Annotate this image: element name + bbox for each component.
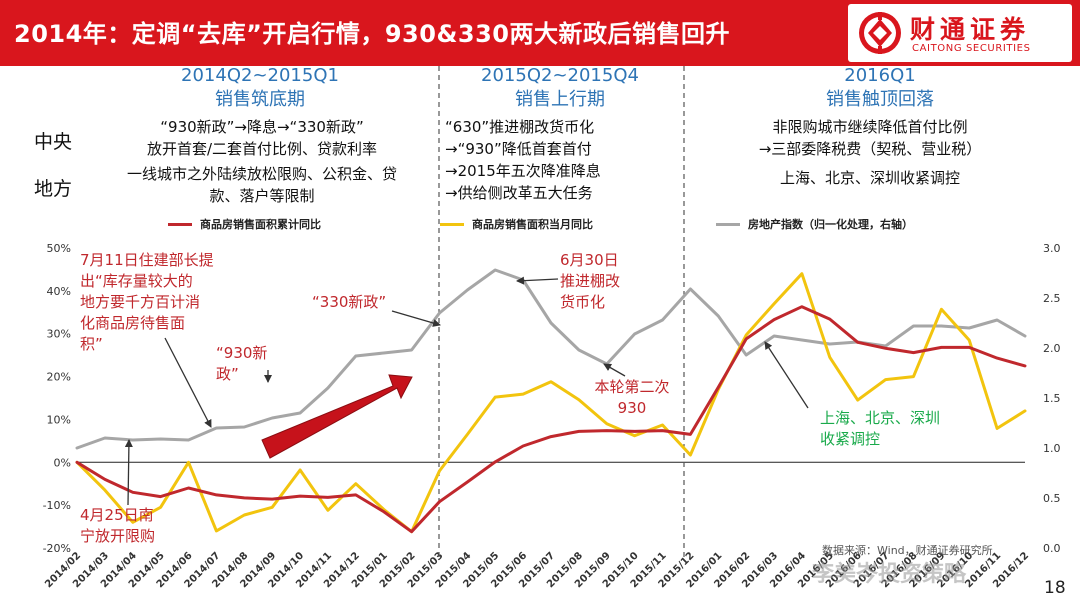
phase-3-central-line: →三部委降税费（契税、营业税） bbox=[758, 140, 982, 158]
phase-1-header: 2014Q2~2015Q1 销售筑底期 bbox=[150, 64, 370, 112]
company-logo: 财通证券 CAITONG SECURITIES bbox=[848, 4, 1072, 62]
annotation-line: 上海、北京、深圳 bbox=[820, 409, 941, 427]
phase-3-central-text: 非限购城市继续降低首付比例 →三部委降税费（契税、营业税） bbox=[710, 116, 1030, 160]
phase-2-central-line: →2015年五次降准降息 bbox=[445, 162, 601, 180]
y-tick-label: 50% bbox=[47, 242, 71, 255]
logo-text-en: CAITONG SECURITIES bbox=[912, 43, 1031, 54]
phase-1-central-line: “930新政”→降息→“330新政” bbox=[160, 118, 364, 136]
y-tick-label: 30% bbox=[47, 328, 71, 341]
y-right-tick-label: 0.0 bbox=[1043, 542, 1061, 555]
annotation-line: 积” bbox=[80, 335, 103, 353]
annotation-arrow bbox=[391, 310, 441, 327]
watermark: 李美岑投资策略 bbox=[812, 562, 967, 587]
phase-1-local-line: 款、落户等限制 bbox=[209, 187, 315, 205]
annotation-line: 930 bbox=[617, 399, 647, 417]
phase-3-period: 2016Q1 bbox=[844, 65, 916, 86]
y-tick-label: 10% bbox=[47, 413, 71, 426]
phase-2-header: 2015Q2~2015Q4 销售上行期 bbox=[450, 64, 670, 112]
annotation-line: 推进棚改 bbox=[560, 272, 621, 290]
phase-1-central-text: “930新政”→降息→“330新政” 放开首套/二套首付比例、贷款利率 bbox=[92, 116, 432, 160]
legend-label: 房地产指数（归一化处理，右轴） bbox=[748, 218, 913, 231]
series-line-0 bbox=[75, 305, 1027, 534]
annotation-0711: 7月11日住建部长提 出“库存量较大的 地方要千方百计消 化商品房待售面 积” bbox=[80, 250, 214, 355]
annotation-arrow bbox=[603, 363, 626, 377]
slide-title: 2014年：定调“去库”开启行情，930&330两大新政后销售回升 bbox=[14, 20, 730, 48]
y-right-tick-label: 0.5 bbox=[1043, 492, 1061, 505]
phase-1-period: 2014Q2~2015Q1 bbox=[181, 65, 339, 86]
annotation-330: “330新政” bbox=[312, 292, 386, 313]
phase-2-period: 2015Q2~2015Q4 bbox=[481, 65, 639, 86]
annotation-line: 出“库存量较大的 bbox=[80, 272, 193, 290]
y-right-tick-label: 3.0 bbox=[1043, 242, 1061, 255]
data-source: 数据来源：Wind，财通证券研究所 bbox=[822, 544, 993, 557]
row-label-local: 地方 bbox=[34, 178, 73, 200]
annotation-line: 货币化 bbox=[560, 293, 606, 311]
phase-1-central-line: 放开首套/二套首付比例、贷款利率 bbox=[146, 140, 378, 158]
caitong-logo-icon bbox=[859, 12, 901, 54]
phase-3-local-line: 上海、北京、深圳收紧调控 bbox=[779, 169, 960, 187]
annotation-line: 化商品房待售面 bbox=[80, 314, 186, 332]
legend-swatch-gray bbox=[716, 223, 740, 226]
annotation-second-930: 本轮第二次 930 bbox=[586, 377, 678, 419]
row-label-central: 中央 bbox=[34, 131, 73, 153]
phase-1-local-line: 一线城市之外陆续放松限购、公积金、贷 bbox=[126, 165, 397, 183]
annotation-0630: 6月30日 推进棚改 货币化 bbox=[560, 250, 620, 313]
trend-arrow-icon bbox=[261, 374, 413, 459]
phase-2-central-line: “630”推进棚改货币化 bbox=[445, 118, 595, 136]
phase-1-local-text: 一线城市之外陆续放松限购、公积金、贷 款、落户等限制 bbox=[92, 163, 432, 207]
annotation-line: “330新政” bbox=[312, 293, 387, 311]
y-right-tick-label: 2.5 bbox=[1043, 292, 1061, 305]
y-right-tick-label: 1.0 bbox=[1043, 442, 1061, 455]
annotation-arrow bbox=[764, 341, 809, 409]
legend-swatch-yellow bbox=[440, 223, 464, 226]
series-line-1 bbox=[75, 272, 1027, 534]
annotation-line: 本轮第二次 bbox=[594, 378, 670, 396]
annotation-nanning: 4月25日南 宁放开限购 bbox=[80, 505, 155, 547]
annotation-line: 政” bbox=[216, 365, 239, 383]
annotation-line: 地方要千方百计消 bbox=[80, 293, 201, 311]
phase-2-central-line: →供给侧改革五大任务 bbox=[445, 184, 593, 202]
header-bar: 2014年：定调“去库”开启行情，930&330两大新政后销售回升 财通证券 C… bbox=[0, 0, 1080, 66]
y-right-tick-label: 2.0 bbox=[1043, 342, 1061, 355]
phase-3-name: 销售触顶回落 bbox=[826, 89, 934, 110]
phase-3-local-text: 上海、北京、深圳收紧调控 bbox=[710, 167, 1030, 189]
y-right-tick-label: 1.5 bbox=[1043, 392, 1061, 405]
annotation-line: 4月25日南 bbox=[80, 506, 154, 524]
annotation-line: “930新 bbox=[216, 344, 268, 362]
page-number: 18 bbox=[1044, 578, 1066, 598]
annotation-line: 7月11日住建部长提 bbox=[80, 251, 214, 269]
phase-3-header: 2016Q1 销售触顶回落 bbox=[770, 64, 990, 112]
phase-1-name: 销售筑底期 bbox=[215, 89, 305, 110]
phase-2-name: 销售上行期 bbox=[515, 89, 605, 110]
phase-2-central-line: →“930”降低首套首付 bbox=[445, 140, 592, 158]
annotation-line: 收紧调控 bbox=[820, 430, 881, 448]
legend-label: 商品房销售面积当月同比 bbox=[472, 218, 593, 231]
legend-label: 商品房销售面积累计同比 bbox=[200, 218, 321, 231]
annotation-arrow bbox=[516, 276, 559, 285]
phase-3-central-line: 非限购城市继续降低首付比例 bbox=[772, 118, 968, 136]
annotation-line: 6月30日 bbox=[560, 251, 619, 269]
legend-swatch-red bbox=[168, 223, 192, 226]
y-tick-label: -10% bbox=[43, 499, 71, 512]
annotation-930: “930新 政” bbox=[216, 343, 267, 385]
y-tick-label: -20% bbox=[43, 542, 71, 555]
annotation-tightening: 上海、北京、深圳 收紧调控 bbox=[820, 408, 940, 450]
annotation-arrow bbox=[124, 439, 133, 506]
annotation-line: 宁放开限购 bbox=[80, 527, 156, 545]
y-tick-label: 20% bbox=[47, 371, 71, 384]
logo-text-cn: 财通证券 bbox=[910, 15, 1031, 44]
y-tick-label: 0% bbox=[54, 456, 71, 469]
y-tick-label: 40% bbox=[47, 285, 71, 298]
phase-2-central-text: “630”推进棚改货币化 →“930”降低首套首付 →2015年五次降准降息 →… bbox=[445, 116, 685, 204]
annotation-arrow bbox=[164, 337, 212, 428]
